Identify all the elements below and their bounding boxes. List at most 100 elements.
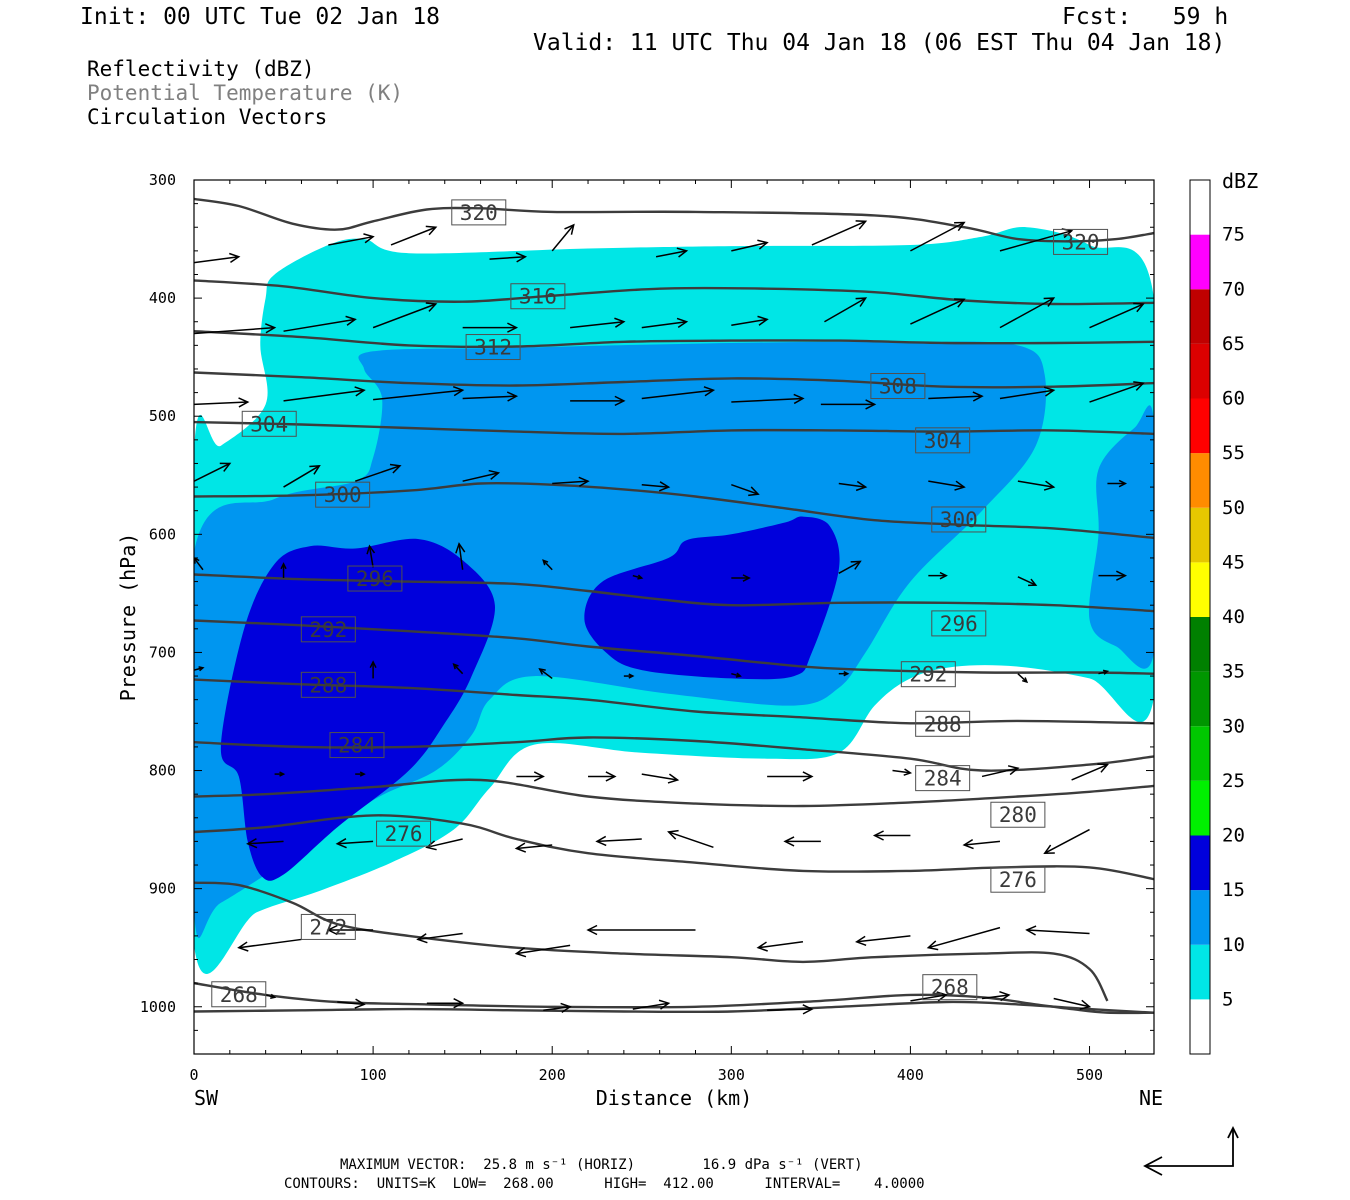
contour-label: 304 xyxy=(241,410,297,437)
circulation-vector xyxy=(462,391,519,402)
circulation-vector xyxy=(425,838,463,851)
circulation-vector xyxy=(455,542,466,570)
circulation-vector xyxy=(452,663,464,675)
circulation-vector xyxy=(999,297,1056,329)
x-axis-label: Distance (km) xyxy=(596,1086,753,1110)
circulation-vector xyxy=(390,225,438,246)
circulation-vector xyxy=(1017,576,1038,587)
plot-frame xyxy=(193,179,1155,1055)
contour-labels: 320 320 316 312 308 304 304 300 300 296 296 292 292 2… xyxy=(211,199,1109,1008)
circulation-vector xyxy=(926,926,1001,951)
circulation-vector xyxy=(981,765,1020,778)
circulation-vector xyxy=(1071,763,1109,781)
colorbar-label: 30 xyxy=(1222,715,1245,737)
reference-vector-icon xyxy=(1143,1125,1239,1176)
colorbar-label: 35 xyxy=(1222,661,1245,683)
circulation-vector xyxy=(767,1004,814,1015)
theta-contour-284 xyxy=(194,736,1154,772)
contour-label: 288 xyxy=(915,710,971,737)
colorbar-swatch xyxy=(1190,835,1210,891)
circulation-vector xyxy=(366,544,376,568)
theta-contour-300 xyxy=(194,481,1154,540)
circulation-vector xyxy=(426,998,465,1009)
circulation-vector xyxy=(928,391,984,402)
y-tick-label: 300 xyxy=(149,171,176,189)
colorbar-swatch xyxy=(1190,944,1210,1000)
colorbar-label: 5 xyxy=(1222,988,1233,1010)
contour-label: 268 xyxy=(211,981,267,1008)
circulation-vector xyxy=(514,842,553,853)
contour-label-text: 292 xyxy=(309,618,347,642)
circulation-vector xyxy=(372,302,438,329)
x-tick-label: 500 xyxy=(1076,1066,1103,1084)
circulation-vector xyxy=(1107,479,1128,488)
circulation-vector xyxy=(542,559,553,571)
circulation-vector xyxy=(369,660,377,679)
theta-contour-312 xyxy=(194,330,1154,349)
circulation-vector xyxy=(962,838,1001,850)
contour-label: 296 xyxy=(931,610,987,637)
contour-label: 316 xyxy=(510,283,566,310)
theta-contour-280 xyxy=(194,778,1154,808)
forecast-hour: Fcst: 59 h xyxy=(1062,4,1229,30)
colorbar-swatch xyxy=(1190,180,1210,235)
circulation-vector xyxy=(354,463,402,482)
contour-label-text: 288 xyxy=(309,673,347,697)
contour-label-text: 320 xyxy=(1062,230,1100,254)
circulation-vector xyxy=(731,239,769,252)
contour-label: 312 xyxy=(465,334,521,361)
colorbar-label: 10 xyxy=(1222,934,1245,956)
contours-note: CONTOURS: UNITS=K LOW= 268.00 HIGH= 412.… xyxy=(284,1176,925,1192)
colorbar-swatch xyxy=(1190,890,1210,945)
circulation-vector xyxy=(641,773,680,784)
colorbar-label: 75 xyxy=(1222,224,1245,246)
circulation-vector xyxy=(783,836,821,847)
contour-label: 320 xyxy=(1053,228,1109,255)
theta-title: Potential Temperature (K) xyxy=(87,81,404,105)
circulation-vector xyxy=(194,557,204,571)
init-time: Init: 00 UTC Tue 02 Jan 18 xyxy=(80,4,441,30)
circulation-vector xyxy=(373,385,465,401)
circulation-vector xyxy=(910,991,948,1002)
contour-label-text: 304 xyxy=(250,412,288,436)
theta-contour-304 xyxy=(194,420,1154,436)
circulation-vector xyxy=(462,322,519,333)
colorbar-swatch xyxy=(1190,453,1210,508)
circulation-vector xyxy=(462,469,501,482)
circulation-vector xyxy=(731,672,742,678)
contour-label-text: 300 xyxy=(940,508,978,532)
x-tick-label: 400 xyxy=(897,1066,924,1084)
circulation-vector xyxy=(981,990,1011,1002)
circulation-vector xyxy=(538,667,553,680)
y-tick-label: 1000 xyxy=(140,998,176,1016)
contour-label: 320 xyxy=(451,199,507,226)
colorbar-swatch xyxy=(1190,289,1210,344)
circulation-vector xyxy=(237,938,302,952)
contour-label: 304 xyxy=(915,427,971,454)
contour-label: 276 xyxy=(376,820,432,847)
axes: 300 400 500 600 700 800 900 1000 0 100 200 300 400 50… xyxy=(140,171,1154,1084)
contour-label: 292 xyxy=(300,616,356,643)
contour-label-text: 308 xyxy=(879,375,917,399)
colorbar-swatch xyxy=(1190,507,1210,563)
contour-label-text: 320 xyxy=(460,201,498,225)
circulation-vector xyxy=(820,399,877,410)
vectors-title: Circulation Vectors xyxy=(87,105,328,129)
colorbar-label: 45 xyxy=(1222,551,1245,573)
circulation-vector xyxy=(552,476,590,487)
y-tick-label: 400 xyxy=(149,289,176,307)
contour-label-text: 288 xyxy=(924,712,962,736)
circulation-vector xyxy=(1098,669,1110,675)
circulation-vector xyxy=(265,993,277,999)
circulation-vector xyxy=(1098,570,1128,581)
colorbar-label: 20 xyxy=(1222,825,1245,847)
circulation-vector xyxy=(928,571,948,580)
circulation-vector xyxy=(274,771,286,777)
circulation-vector xyxy=(516,771,545,782)
circulation-vector xyxy=(194,397,250,408)
circulation-vector xyxy=(910,298,966,325)
circulation-vector xyxy=(586,924,696,936)
circulation-vector xyxy=(811,220,868,246)
circulation-vector xyxy=(855,935,911,946)
contour-label-text: 304 xyxy=(924,429,962,453)
